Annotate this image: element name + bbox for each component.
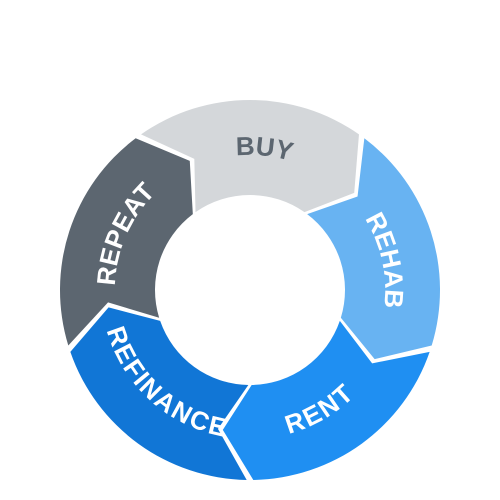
brrrr-cycle-diagram: BUYREHABRENTREFINANCEREPEAT (0, 0, 500, 500)
